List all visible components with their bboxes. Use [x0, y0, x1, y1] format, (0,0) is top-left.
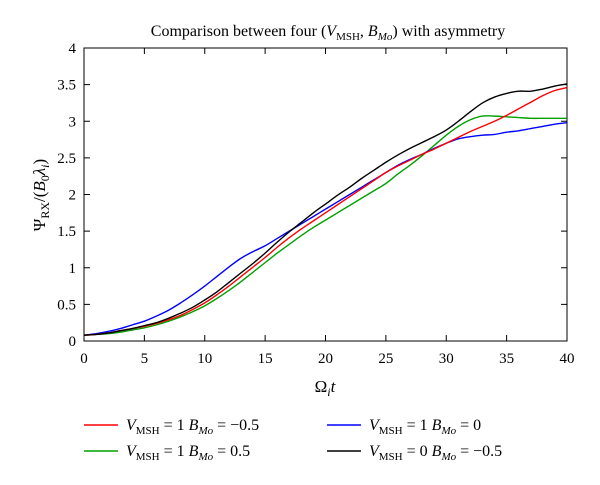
title-b: B	[368, 23, 378, 40]
series-line-1	[83, 115, 567, 336]
title-sep: ,	[360, 23, 368, 40]
legend-part: Mo	[440, 451, 456, 463]
y-tick-label: 0	[69, 334, 77, 350]
series-line-0	[83, 86, 568, 336]
legend-part: MSH	[136, 425, 160, 437]
ylabel-lam: λ	[30, 168, 49, 176]
legend-part: Mo	[440, 425, 456, 437]
ylabel-psi: Ψ	[30, 218, 49, 231]
x-tick-label: 25	[378, 351, 393, 367]
ylabel-mid: /(	[30, 191, 49, 202]
plot-frame	[83, 47, 568, 342]
title-tail: ) with asymmetry	[392, 23, 505, 40]
series-line-3	[83, 83, 568, 336]
ylabel-end: )	[30, 159, 49, 165]
xlabel-sub: i	[327, 385, 330, 399]
y-tick-label: 2.5	[57, 151, 76, 167]
legend-part: MSH	[136, 451, 160, 463]
title-v-sub: MSH	[336, 31, 360, 43]
x-axis: 0 5 10 15 20 25 30 35 40	[80, 48, 575, 367]
y-tick-label: 1.5	[57, 224, 76, 240]
y-tick-label: 3.5	[57, 78, 76, 94]
y-axis: 0 0.5 1 1.5 2 2.5 3 3.5 4	[57, 41, 567, 350]
x-tick-label: 0	[80, 351, 88, 367]
x-tick-label: 15	[258, 351, 273, 367]
xlabel-omega: Ω	[315, 377, 328, 396]
y-tick-label: 4	[69, 41, 77, 57]
legend-part: Mo	[197, 451, 213, 463]
ylabel-b: B	[30, 181, 49, 192]
legend-part: V	[369, 417, 381, 434]
x-tick-label: 10	[197, 351, 212, 367]
series-group	[83, 83, 568, 336]
legend-part: MSH	[379, 425, 403, 437]
legend: VMSH = 1 BMo = −0.5 VMSH = 1 BMo = 0VMSH …	[84, 417, 502, 463]
legend-label-3: VMSH = 0 BMo = −0.5	[369, 443, 502, 463]
x-tick-label: 5	[141, 351, 149, 367]
legend-part: V	[126, 417, 138, 434]
title-b-sub: Mo	[377, 31, 393, 43]
ylabel-b-sub: 0	[38, 175, 52, 181]
xlabel-t: t	[331, 377, 337, 396]
legend-part: B	[189, 443, 199, 460]
y-tick-label: 3	[69, 114, 77, 130]
chart-title: Comparison between four (VMSH, BMo) with…	[151, 23, 505, 43]
legend-part: B	[432, 417, 442, 434]
legend-part: = 0	[403, 443, 432, 460]
legend-part: = 0	[456, 417, 481, 434]
legend-part: = 1	[160, 417, 189, 434]
x-tick-label: 40	[560, 351, 575, 367]
legend-part: V	[126, 443, 138, 460]
legend-part: = 1	[160, 443, 189, 460]
y-axis-label: ΨRX/(B0λi)	[30, 159, 52, 231]
y-tick-label: 0.5	[57, 297, 76, 313]
legend-part: = 0.5	[213, 443, 250, 460]
x-tick-label: 30	[439, 351, 454, 367]
title-lead: Comparison between four (	[151, 23, 327, 40]
legend-part: = −0.5	[456, 443, 502, 460]
series-line-2	[83, 122, 568, 336]
title-v: V	[326, 23, 338, 40]
x-tick-label: 20	[318, 351, 333, 367]
y-tick-label: 2	[69, 188, 77, 204]
x-axis-label: Ωit	[315, 377, 337, 399]
legend-part: V	[369, 443, 381, 460]
legend-part: B	[189, 417, 199, 434]
ylabel-psi-sub: RX	[38, 202, 52, 219]
legend-label-0: VMSH = 1 BMo = −0.5	[126, 417, 259, 437]
legend-part: B	[432, 443, 442, 460]
x-tick-label: 35	[499, 351, 514, 367]
legend-label-1: VMSH = 1 BMo = 0.5	[126, 443, 250, 463]
legend-part: Mo	[197, 425, 213, 437]
legend-part: MSH	[379, 451, 403, 463]
legend-part: = −0.5	[213, 417, 259, 434]
legend-label-2: VMSH = 1 BMo = 0	[369, 417, 481, 437]
legend-part: = 1	[403, 417, 432, 434]
ylabel-lam-sub: i	[38, 164, 52, 167]
y-tick-label: 1	[69, 261, 77, 277]
